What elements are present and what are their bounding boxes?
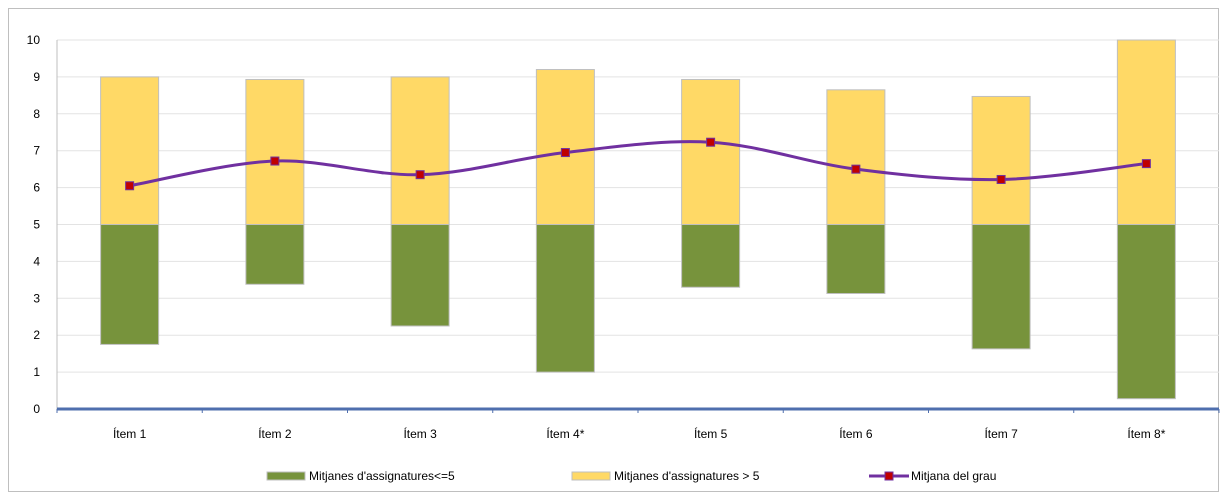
y-tick-label: 1 [33, 365, 40, 379]
legend-marker-swatch [884, 471, 894, 481]
legend-swatch [571, 471, 611, 481]
legend-label: Mitjana del grau [911, 469, 996, 483]
line-marker [270, 156, 280, 166]
bar-low [390, 224, 450, 327]
legend: Mitjanes d'assignatures<=5 Mitjanes d'ass… [266, 469, 996, 483]
y-tick-label: 6 [33, 181, 40, 195]
bars [100, 39, 1176, 400]
bar-high [826, 89, 886, 225]
x-axis [56, 407, 1220, 413]
x-tick-label: Ítem 2 [258, 426, 292, 441]
legend-label: Mitjanes d'assignatures<=5 [309, 469, 455, 483]
bar-low [971, 224, 1031, 350]
average-line-path [129, 140, 1147, 188]
bar-low [681, 224, 741, 288]
y-tick-label: 9 [33, 70, 40, 84]
bar-low [245, 224, 305, 285]
line-marker [996, 174, 1006, 184]
bar-low [1116, 224, 1176, 400]
gridlines [57, 39, 1219, 373]
x-tick-label: Ítem 8* [1127, 426, 1165, 441]
y-tick-label: 5 [33, 218, 40, 232]
x-tick-label: Ítem 6 [839, 426, 873, 441]
bar-high [681, 78, 741, 225]
bar-low [535, 224, 595, 373]
bar-high [971, 95, 1031, 225]
bar-low [826, 224, 886, 295]
x-tick-label: Ítem 4* [546, 426, 584, 441]
x-tick-label: Ítem 5 [694, 426, 728, 441]
y-tick-label: 4 [33, 254, 40, 268]
bar-high [245, 78, 305, 225]
x-tick-label: Ítem 1 [113, 426, 147, 441]
x-axis-ticks: Ítem 1 Ítem 2 Ítem 3 Ítem 4* Ítem 5 Ítem 6 Íte… [113, 426, 1166, 441]
bar-low [100, 224, 160, 345]
bar-high [100, 76, 160, 226]
bar-high [390, 76, 450, 226]
average-line [125, 137, 1151, 191]
y-tick-label: 0 [33, 402, 40, 416]
legend-label: Mitjanes d'assignatures > 5 [614, 469, 760, 483]
x-tick-label: Ítem 3 [403, 426, 437, 441]
y-tick-label: 8 [33, 107, 40, 121]
y-tick-label: 2 [33, 328, 40, 342]
y-tick-label: 3 [33, 291, 40, 305]
line-marker [706, 137, 716, 147]
line-marker [1141, 159, 1151, 169]
line-marker [560, 148, 570, 158]
y-tick-label: 7 [33, 144, 40, 158]
x-tick-label: Ítem 7 [984, 426, 1018, 441]
line-marker [415, 170, 425, 180]
bar-high [1116, 39, 1176, 225]
legend-swatch [266, 471, 306, 481]
bar-high [535, 69, 595, 225]
y-axis-ticks: 0 1 2 3 4 5 6 7 8 9 10 [27, 33, 58, 416]
line-marker [125, 181, 135, 191]
y-tick-label: 10 [27, 33, 41, 47]
line-marker [851, 164, 861, 174]
